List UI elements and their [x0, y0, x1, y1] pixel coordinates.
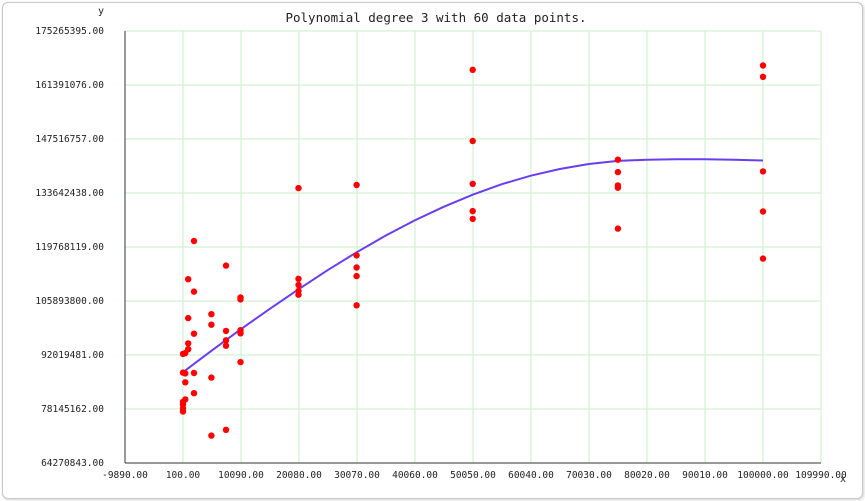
y-tick-label: 161391076.00 — [35, 80, 104, 91]
data-point — [614, 168, 622, 176]
data-point — [190, 237, 198, 245]
data-point — [295, 281, 302, 289]
data-point — [185, 314, 192, 322]
x-tick-label: 30070.00 — [334, 470, 380, 481]
data-point — [222, 262, 230, 269]
fit-curve-line — [182, 158, 764, 373]
data-point — [222, 342, 230, 349]
data-point — [190, 288, 198, 295]
x-tick-label: 20080.00 — [276, 470, 322, 481]
x-axis-label: x — [840, 474, 846, 485]
grid-lines — [124, 30, 822, 464]
data-point — [222, 327, 230, 335]
data-point — [190, 330, 198, 337]
data-point — [295, 287, 302, 295]
data-point — [469, 207, 476, 215]
data-point — [353, 181, 360, 189]
data-point — [469, 180, 476, 187]
data-point — [469, 215, 476, 223]
y-tick-label: 133642438.00 — [35, 188, 104, 199]
data-point — [208, 432, 215, 439]
x-tick-label: 40060.00 — [392, 470, 438, 481]
data-point — [182, 396, 189, 403]
x-tick-label: 90010.00 — [682, 470, 728, 481]
data-point — [208, 321, 215, 328]
data-point — [614, 182, 622, 189]
y-tick-label: 119768119.00 — [35, 242, 104, 253]
x-tick-label: 60040.00 — [508, 470, 554, 481]
data-point — [759, 62, 767, 69]
chart-title: Polynomial degree 3 with 60 data points. — [285, 10, 586, 25]
x-tick-label: 109990.00 — [795, 470, 847, 481]
data-point — [185, 346, 192, 353]
data-point — [295, 184, 302, 192]
data-point — [759, 168, 767, 175]
data-point — [208, 374, 215, 381]
data-point — [469, 66, 476, 74]
y-tick-label: 147516757.00 — [35, 134, 104, 145]
y-tick-label: 92019481.00 — [41, 350, 104, 361]
x-tick-label: 70030.00 — [566, 470, 612, 481]
data-point — [185, 276, 192, 283]
data-point — [237, 358, 244, 366]
data-point — [614, 225, 622, 232]
data-point — [353, 264, 360, 271]
fit-curve — [182, 158, 764, 373]
x-tick-label: 80020.00 — [624, 470, 670, 481]
data-point — [185, 340, 192, 347]
data-point — [222, 337, 230, 344]
x-tick-label: 50050.00 — [450, 470, 496, 481]
y-tick-label: 175265395.00 — [35, 26, 104, 37]
data-point — [208, 311, 215, 318]
data-point — [222, 426, 230, 433]
data-point — [237, 327, 244, 334]
y-tick-label: 64270843.00 — [41, 458, 104, 469]
data-point — [614, 156, 622, 163]
data-point — [759, 255, 767, 262]
data-point — [190, 369, 198, 377]
data-point — [353, 252, 360, 259]
x-tick-label: -9890.00 — [102, 470, 148, 481]
data-point — [353, 272, 360, 280]
data-point — [353, 302, 360, 309]
tick-labels: -9890.00 100.00 10090.00 20080.00 30070.00 40… — [35, 26, 847, 481]
data-point — [190, 390, 198, 397]
data-point — [295, 275, 302, 282]
data-points — [179, 62, 767, 439]
y-tick-label: 105893800.00 — [35, 296, 104, 307]
data-point — [759, 208, 767, 215]
data-point — [182, 379, 189, 386]
y-tick-label: 78145162.00 — [41, 404, 104, 415]
x-tick-label: 10090.00 — [218, 470, 264, 481]
axes — [124, 31, 821, 464]
x-tick-label: 100.00 — [166, 470, 201, 481]
data-point — [469, 137, 476, 145]
data-point — [759, 73, 767, 81]
x-tick-label: 100000.00 — [737, 470, 789, 481]
data-point — [237, 294, 244, 301]
y-axis-label: y — [98, 6, 104, 17]
data-point — [182, 370, 189, 377]
